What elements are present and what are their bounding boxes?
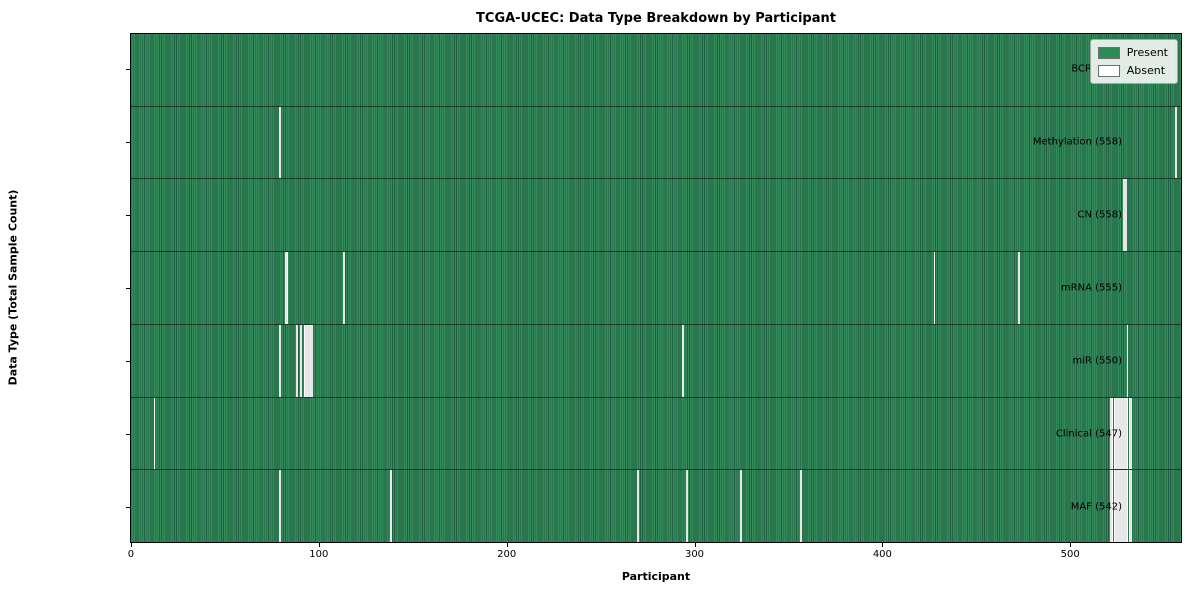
absent-column bbox=[299, 324, 302, 397]
ytick-mark bbox=[126, 360, 130, 362]
legend: Present Absent bbox=[1089, 39, 1178, 84]
absent-column bbox=[296, 324, 298, 397]
ytick-mark bbox=[126, 433, 130, 435]
xtick-label-500: 500 bbox=[1060, 549, 1080, 560]
absent-column bbox=[1117, 397, 1120, 470]
absent-column bbox=[1126, 470, 1129, 543]
absent-column bbox=[303, 324, 306, 397]
absent-column bbox=[311, 324, 313, 397]
ytick-label-cn: CN (558) bbox=[1077, 209, 1122, 221]
absent-column bbox=[1113, 397, 1116, 470]
absent-column bbox=[800, 470, 803, 543]
absent-column bbox=[1119, 397, 1121, 470]
absent-column bbox=[1126, 397, 1129, 470]
xtick-mark bbox=[318, 543, 320, 547]
absent-column bbox=[279, 324, 281, 397]
absent-column bbox=[686, 470, 688, 543]
xtick-label-300: 300 bbox=[684, 549, 705, 560]
ytick-label-clinical: Clinical (547) bbox=[1055, 428, 1122, 440]
xtick-label-100: 100 bbox=[309, 549, 329, 560]
heatmap-row-bcr bbox=[131, 34, 1181, 107]
heatmap-row-cn bbox=[131, 179, 1181, 253]
ytick-mark bbox=[126, 215, 130, 217]
xtick-mark bbox=[130, 543, 132, 547]
heatmap-row-methylation bbox=[131, 106, 1181, 180]
heatmap-row-mir bbox=[131, 324, 1181, 398]
legend-label: Present bbox=[1126, 46, 1168, 59]
absent-column bbox=[1121, 470, 1123, 543]
ytick-label-mir: miR (550) bbox=[1072, 355, 1122, 367]
ytick-label-methylation: Methylation (558) bbox=[1032, 136, 1122, 148]
absent-column bbox=[1175, 106, 1178, 179]
absent-column bbox=[1109, 470, 1112, 543]
absent-column bbox=[307, 324, 310, 397]
absent-column bbox=[1124, 179, 1127, 252]
absent-column bbox=[389, 470, 392, 543]
ytick-label-mrna: mRNA (555) bbox=[1060, 282, 1122, 294]
absent-column bbox=[1115, 470, 1118, 543]
ytick-mark bbox=[126, 69, 130, 71]
xtick-label-0: 0 bbox=[127, 549, 135, 560]
xtick-label-400: 400 bbox=[872, 549, 892, 560]
absent-column bbox=[1128, 397, 1131, 470]
absent-column bbox=[153, 397, 156, 470]
xtick-mark bbox=[1070, 543, 1072, 547]
absent-column bbox=[1130, 470, 1133, 543]
absent-column bbox=[1111, 470, 1114, 543]
xtick-mark bbox=[882, 543, 884, 547]
xtick-label-200: 200 bbox=[497, 549, 517, 560]
heatmap-row-mrna bbox=[131, 252, 1181, 325]
absent-column bbox=[933, 252, 936, 324]
absent-column bbox=[637, 470, 640, 543]
absent-column bbox=[1130, 397, 1133, 470]
absent-column bbox=[1115, 397, 1118, 470]
legend-swatch-present bbox=[1097, 46, 1120, 59]
absent-column bbox=[1122, 179, 1125, 252]
absent-column bbox=[1117, 470, 1120, 543]
legend-entry-absent: Absent bbox=[1097, 64, 1168, 77]
ytick-mark bbox=[126, 506, 130, 508]
absent-column bbox=[1111, 397, 1114, 470]
absent-column bbox=[1126, 324, 1129, 397]
absent-column bbox=[305, 324, 308, 397]
absent-column bbox=[284, 252, 287, 324]
legend-entry-present: Present bbox=[1097, 46, 1168, 59]
xtick-mark bbox=[506, 543, 508, 547]
absent-column bbox=[740, 470, 743, 543]
absent-column bbox=[1119, 470, 1121, 543]
chart-title: TCGA-UCEC: Data Type Breakdown by Partic… bbox=[476, 11, 836, 26]
absent-column bbox=[309, 324, 311, 397]
absent-column bbox=[682, 324, 685, 397]
heatmap-row-clinical bbox=[131, 397, 1181, 471]
absent-column bbox=[1122, 397, 1125, 470]
x-axis-label: Participant bbox=[621, 570, 691, 583]
absent-column bbox=[1109, 397, 1112, 470]
heatmap-row-maf bbox=[131, 470, 1181, 543]
legend-label: Absent bbox=[1126, 64, 1166, 77]
absent-column bbox=[279, 470, 281, 543]
heatmap-plot-area bbox=[130, 33, 1182, 543]
y-axis-label: Data Type (Total Sample Count) bbox=[6, 189, 20, 386]
absent-column bbox=[1121, 397, 1123, 470]
absent-column bbox=[1124, 397, 1127, 470]
absent-column bbox=[1124, 470, 1127, 543]
absent-column bbox=[342, 252, 345, 324]
ytick-mark bbox=[126, 142, 130, 144]
xtick-mark bbox=[694, 543, 696, 547]
absent-column bbox=[1128, 470, 1131, 543]
absent-column bbox=[1113, 470, 1116, 543]
absent-column bbox=[1122, 470, 1125, 543]
absent-column bbox=[286, 252, 289, 324]
ytick-label-maf: MAF (542) bbox=[1070, 501, 1122, 513]
legend-swatch-absent bbox=[1097, 64, 1120, 77]
absent-column bbox=[1017, 252, 1020, 324]
ytick-mark bbox=[126, 288, 130, 289]
absent-column bbox=[279, 106, 281, 179]
